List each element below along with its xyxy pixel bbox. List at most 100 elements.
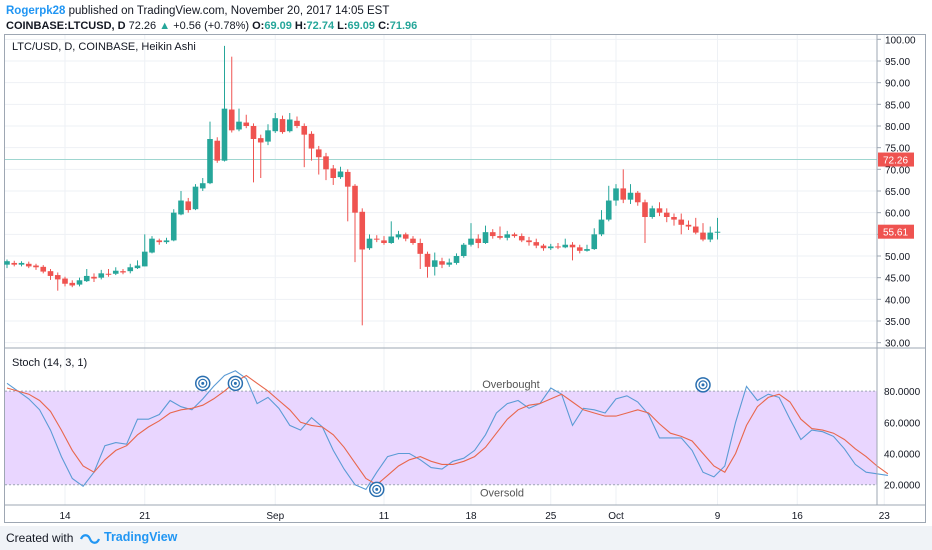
candle-body [576,247,583,251]
candle-body [460,244,467,256]
price-tick-label: 95.00 [885,57,910,68]
candle-body [163,240,170,243]
candle-body [605,200,612,220]
time-tick-label: 14 [59,511,71,522]
candle-body [170,212,177,241]
author-link[interactable]: Rogerpk28 [6,5,66,17]
candle-body [243,122,250,126]
candle-body [526,240,532,243]
signal-marker-ring [230,378,240,388]
candle-body [91,276,97,279]
price-tick-label: 90.00 [885,79,910,90]
overbought-label: Overbought [482,379,539,391]
candle-body [301,126,308,135]
candle-body [671,217,677,220]
candle-body [424,253,431,267]
published-text: published on TradingView.com, November 2… [68,5,390,17]
candle-body [83,275,90,282]
candle-body [112,270,119,274]
candle-body [714,231,721,233]
candle-body [221,108,228,161]
candle-body [62,278,68,284]
candle-body [134,265,141,269]
candle-body [497,236,503,238]
candle-body [431,260,438,267]
candle-body [236,121,242,130]
price-pane-title: LTC/USD, D, COINBASE, Heikin Ashi [12,41,196,53]
candle-body [598,219,605,235]
candle-body [352,185,358,213]
candle-body [228,109,235,131]
candle-body [569,244,576,248]
close-value: 71.96 [389,20,418,32]
time-tick-label: Oct [608,511,624,522]
candle-body [366,238,373,249]
low-value: 69.09 [347,20,376,32]
high-label: H: [294,20,307,32]
candle-body [40,266,47,272]
candle-body [656,208,663,213]
candle-body [47,271,54,276]
candle-body [141,251,148,267]
candle-body [127,267,134,272]
stoch-d-line [6,374,889,486]
stoch-tick-label: 80.0000 [884,387,921,398]
current-price-badge [878,224,914,239]
candle-body [613,188,619,201]
candle-body [381,240,387,243]
close-label: C: [378,20,390,32]
last-price-badge-label: 72.26 [883,156,908,167]
candle-body [344,171,351,187]
candle-body [18,262,25,265]
chart-frame[interactable] [4,34,926,523]
candle-body [475,238,482,243]
candle-body [388,236,395,243]
candle-body [54,275,61,280]
price-tick-label: 45.00 [885,274,910,285]
time-tick-label: 21 [139,511,151,522]
candle-body [453,256,460,263]
current-price-badge-label: 55.61 [883,228,908,239]
candle-body [207,139,213,184]
candle-body [504,234,511,238]
stoch-tick-label: 60.0000 [884,418,921,429]
candle-body [663,212,670,217]
candle-body [272,118,279,132]
signal-marker-dot [201,381,205,385]
price-tick-label: 40.00 [885,295,910,306]
candle-body [417,243,424,254]
candle-body [518,236,525,241]
candle-body [69,282,76,286]
oversold-label: Oversold [480,488,524,500]
candle-body [250,126,257,139]
candle-body [279,119,286,133]
price-change: +0.56 (+0.78%) [173,20,250,32]
time-tick-label: 11 [379,511,390,522]
price-tick-label: 50.00 [885,252,910,263]
candle-body [446,262,453,265]
candle-body [4,261,10,265]
candle-body [562,244,569,248]
candle-body [540,245,547,249]
time-tick-label: 9 [715,511,721,522]
candle-body [627,192,634,200]
candle-body [584,249,590,251]
price-tick-label: 30.00 [885,339,910,350]
tradingview-brand[interactable]: TradingView [104,530,178,544]
candle-body [315,149,322,158]
signal-marker-dot [375,487,379,491]
candle-body [410,238,416,243]
candle-body [178,200,184,215]
candle-body [555,246,561,248]
candle-body [156,240,163,243]
candle-body [76,280,83,285]
open-value: 69.09 [264,20,292,32]
candle-body [257,138,264,143]
stoch-k-line [6,370,888,491]
candle-body [511,234,518,237]
candle-body [707,232,714,240]
price-chart-svg[interactable]: Overbought Oversold 100.00 95.00 90.00 85.00… [0,0,932,526]
signal-marker-ring [372,484,382,494]
candle-body [685,224,692,227]
candle-body [33,265,39,268]
